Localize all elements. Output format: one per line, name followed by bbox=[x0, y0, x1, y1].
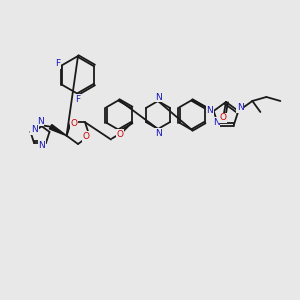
Text: N: N bbox=[38, 141, 45, 150]
Text: O: O bbox=[70, 119, 77, 128]
Text: N: N bbox=[37, 116, 44, 125]
Text: F: F bbox=[75, 94, 81, 103]
Text: O: O bbox=[83, 132, 90, 141]
Text: N: N bbox=[154, 92, 161, 101]
Polygon shape bbox=[50, 124, 67, 136]
Text: N: N bbox=[213, 118, 220, 127]
Text: O: O bbox=[116, 130, 124, 139]
Text: N: N bbox=[237, 103, 244, 112]
Text: O: O bbox=[220, 113, 226, 122]
Text: N: N bbox=[154, 128, 161, 137]
Text: N: N bbox=[31, 125, 38, 134]
Text: N: N bbox=[206, 106, 213, 116]
Text: F: F bbox=[55, 59, 60, 68]
